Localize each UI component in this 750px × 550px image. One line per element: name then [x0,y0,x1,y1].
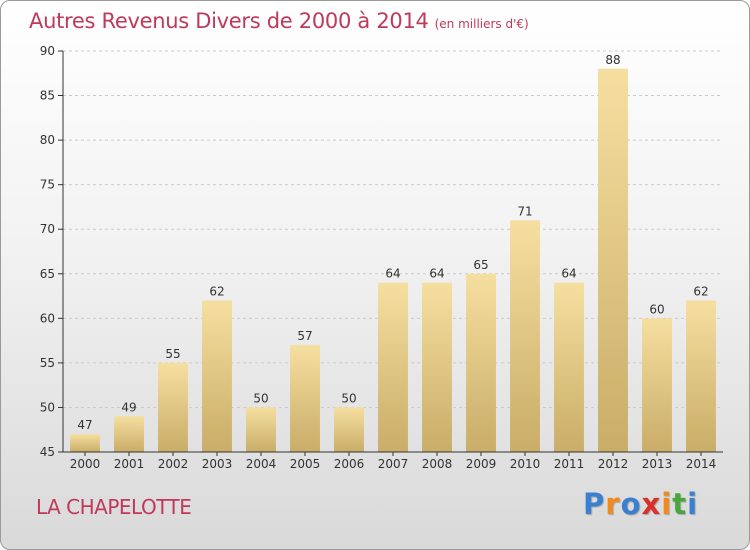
x-tick-label-2011: 2011 [554,457,585,471]
y-tick-label: 55 [40,356,55,370]
x-tick-label-2008: 2008 [422,457,453,471]
value-label-2012: 88 [605,53,620,67]
logo-letter: r [605,487,621,521]
value-label-2005: 57 [297,329,312,343]
value-label-2006: 50 [341,391,356,405]
bar-2006[interactable] [334,407,364,452]
y-tick-label: 80 [40,133,55,147]
y-tick-label: 90 [40,44,55,58]
bar-2014[interactable] [686,300,716,452]
x-tick-label-2001: 2001 [114,457,145,471]
x-tick-label-2006: 2006 [334,457,365,471]
y-tick-label: 85 [40,89,55,103]
x-tick-label-2000: 2000 [70,457,101,471]
value-label-2008: 64 [429,267,444,281]
value-label-2004: 50 [253,391,268,405]
logo-letter: o [620,487,642,521]
value-label-2007: 64 [385,267,400,281]
bar-2003[interactable] [202,300,232,452]
logo-letter: t [672,487,688,521]
bar-2005[interactable] [290,345,320,452]
x-tick-label-2002: 2002 [158,457,189,471]
chart-title-block: Autres Revenus Divers de 2000 à 2014 (en … [29,9,529,33]
bar-2001[interactable] [114,416,144,452]
x-tick-label-2005: 2005 [290,457,321,471]
x-tick-label-2013: 2013 [642,457,673,471]
bar-2002[interactable] [158,362,188,452]
y-tick-label: 60 [40,311,55,325]
value-label-2013: 60 [649,302,664,316]
bar-2010[interactable] [510,220,540,452]
bar-2008[interactable] [422,282,452,452]
x-tick-label-2014: 2014 [686,457,717,471]
x-tick-label-2012: 2012 [598,457,629,471]
bar-2013[interactable] [642,318,672,452]
proxiti-logo[interactable]: Proxiti [583,487,698,521]
chart-subtitle: (en milliers d'€) [434,17,529,31]
x-tick-label-2007: 2007 [378,457,409,471]
value-label-2002: 55 [165,347,180,361]
x-tick-label-2009: 2009 [466,457,497,471]
chart-title: Autres Revenus Divers de 2000 à 2014 [29,9,429,33]
bar-2000[interactable] [70,434,100,452]
value-label-2011: 64 [561,267,576,281]
x-tick-label-2004: 2004 [246,457,277,471]
place-name: LA CHAPELOTTE [36,495,192,519]
bar-2012[interactable] [598,68,628,453]
bar-2011[interactable] [554,282,584,452]
bars-layer [70,68,716,453]
y-tick-label: 70 [40,222,55,236]
logo-letter: x [641,487,662,521]
labels-layer: 45 50 55 60 65 70 75 80 85 90 47 2000 49 2001 55 2002 62… [40,44,717,471]
bar-2004[interactable] [246,407,276,452]
bar-2007[interactable] [378,282,408,452]
logo-letter: i [661,487,673,521]
value-label-2010: 71 [517,204,532,218]
logo-letter: i [687,487,699,521]
logo-letter: P [583,487,606,521]
y-tick-label: 65 [40,267,55,281]
value-label-2009: 65 [473,258,488,272]
y-tick-label: 45 [40,445,55,459]
value-label-2000: 47 [77,418,92,432]
x-tick-label-2010: 2010 [510,457,541,471]
value-label-2003: 62 [209,285,224,299]
value-label-2001: 49 [121,400,136,414]
y-tick-label: 75 [40,178,55,192]
value-label-2014: 62 [693,285,708,299]
axis-layer [58,50,723,456]
bar-2009[interactable] [466,273,496,452]
y-tick-label: 50 [40,400,55,414]
x-tick-label-2003: 2003 [202,457,233,471]
